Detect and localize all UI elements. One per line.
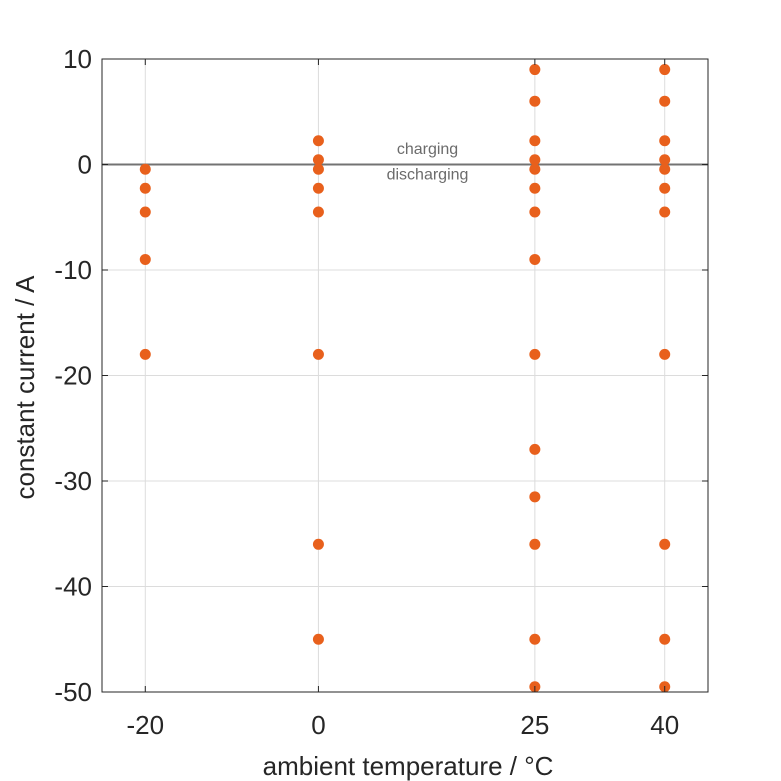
data-point — [139, 206, 151, 218]
y-tick-label: -50 — [54, 677, 92, 707]
data-point — [529, 182, 541, 194]
data-point — [529, 64, 541, 76]
data-point — [659, 182, 671, 194]
y-tick-label: 0 — [78, 150, 92, 180]
data-point — [529, 538, 541, 550]
data-point — [529, 95, 541, 107]
y-tick-label: -30 — [54, 466, 92, 496]
data-point — [659, 633, 671, 645]
annotation-label: charging — [397, 141, 458, 158]
data-points — [139, 64, 671, 693]
annotations: charging discharging — [387, 141, 469, 183]
y-axis-label: constant current / A — [10, 275, 40, 500]
x-tick-label: -20 — [126, 710, 164, 740]
data-point — [529, 348, 541, 360]
x-tick-label: 25 — [520, 710, 549, 740]
y-tick-label: 10 — [63, 44, 92, 74]
data-point — [139, 182, 151, 194]
x-tick-label: 40 — [650, 710, 679, 740]
data-point — [659, 348, 671, 360]
data-point — [529, 491, 541, 503]
data-point — [529, 206, 541, 218]
data-point — [659, 206, 671, 218]
x-axis-ticks: -20 0 25 40 — [126, 59, 679, 740]
data-point — [529, 163, 541, 175]
data-point — [312, 182, 324, 194]
data-point — [312, 538, 324, 550]
y-tick-label: -40 — [54, 572, 92, 602]
data-point — [312, 206, 324, 218]
data-point — [139, 163, 151, 175]
data-point — [659, 135, 671, 147]
data-point — [312, 348, 324, 360]
data-point — [529, 443, 541, 455]
data-point — [529, 154, 541, 166]
data-point — [659, 538, 671, 550]
x-axis-label: ambient temperature / °C — [263, 751, 554, 781]
y-tick-label: -20 — [54, 361, 92, 391]
data-point — [312, 135, 324, 147]
data-point — [659, 64, 671, 76]
data-point — [312, 633, 324, 645]
data-point — [529, 253, 541, 265]
data-point — [312, 154, 324, 166]
y-axis-ticks: 10 0 -10 -20 -30 -40 -50 — [54, 44, 708, 707]
y-tick-label: -10 — [54, 255, 92, 285]
data-point — [659, 163, 671, 175]
data-point — [659, 154, 671, 166]
data-point — [139, 253, 151, 265]
data-point — [139, 348, 151, 360]
data-point — [659, 95, 671, 107]
data-point — [529, 135, 541, 147]
annotation-label: discharging — [387, 166, 469, 183]
data-point — [529, 633, 541, 645]
data-point — [312, 163, 324, 175]
x-tick-label: 0 — [311, 710, 325, 740]
